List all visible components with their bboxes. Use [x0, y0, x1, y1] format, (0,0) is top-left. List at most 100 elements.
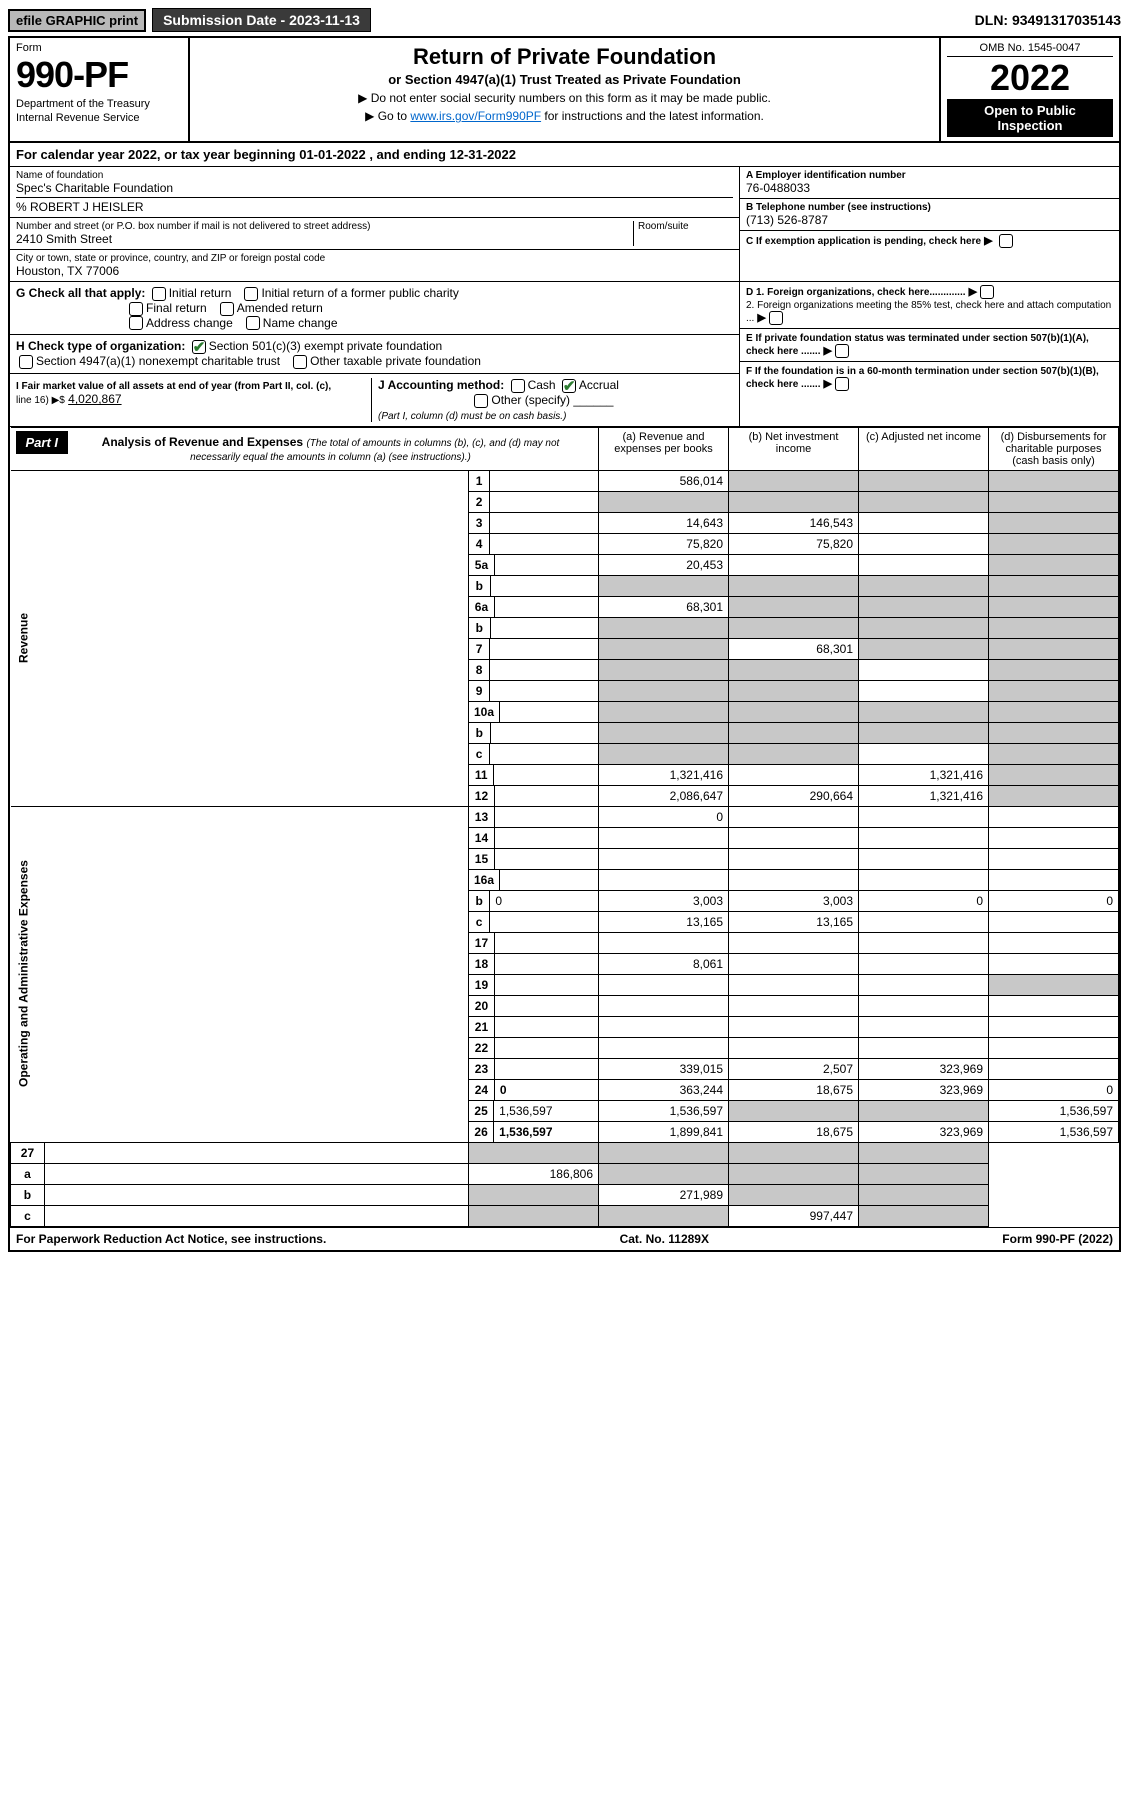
name-label: Name of foundation: [16, 170, 733, 181]
table-cell: 146,543: [729, 512, 859, 533]
table-cell: 1,321,416: [859, 785, 989, 806]
i-value: 4,020,867: [68, 392, 121, 406]
line-desc-wrap: 261,536,597: [469, 1121, 599, 1142]
g-name-checkbox[interactable]: [246, 316, 260, 330]
table-cell: [599, 743, 729, 764]
table-cell: 75,820: [729, 533, 859, 554]
line-number: 14: [469, 828, 494, 848]
table-cell: [729, 764, 859, 785]
i-label: I Fair market value of all assets at end…: [16, 381, 331, 392]
phone-value: (713) 526-8787: [746, 213, 1113, 227]
table-cell: 8,061: [599, 953, 729, 974]
f-checkbox[interactable]: [835, 377, 849, 391]
efile-print-button[interactable]: efile GRAPHIC print: [8, 9, 146, 32]
line-number: 13: [469, 807, 494, 827]
ein-value: 76-0488033: [746, 181, 1113, 195]
line-desc-wrap: b: [469, 575, 599, 596]
table-row: Revenue1586,014: [11, 470, 1119, 491]
table-cell: [859, 932, 989, 953]
table-cell: [989, 995, 1119, 1016]
dln-label: DLN: 93491317035143: [975, 12, 1121, 28]
table-cell: [859, 722, 989, 743]
e-checkbox[interactable]: [835, 344, 849, 358]
j-other-checkbox[interactable]: [474, 394, 488, 408]
g-initial-checkbox[interactable]: [152, 287, 166, 301]
table-cell: 186,806: [469, 1163, 599, 1184]
table-cell: [989, 1037, 1119, 1058]
line-number: 2: [469, 492, 490, 512]
line-desc-wrap: c: [469, 911, 599, 932]
table-cell: [989, 743, 1119, 764]
table-cell: [859, 1205, 989, 1226]
table-cell: [729, 1037, 859, 1058]
table-cell: [859, 743, 989, 764]
d2-checkbox[interactable]: [769, 311, 783, 325]
footer: For Paperwork Reduction Act Notice, see …: [10, 1227, 1119, 1250]
line-number: 1: [469, 471, 490, 491]
line-desc-wrap: 251,536,597: [469, 1100, 599, 1121]
top-bar: efile GRAPHIC print Submission Date - 20…: [8, 8, 1121, 32]
table-cell: [859, 806, 989, 827]
table-cell: [729, 869, 859, 890]
table-cell: [859, 659, 989, 680]
table-cell: 997,447: [729, 1205, 859, 1226]
g-amended-checkbox[interactable]: [220, 302, 234, 316]
table-cell: [989, 806, 1119, 827]
g-initial-former-checkbox[interactable]: [244, 287, 258, 301]
line-desc: [490, 618, 598, 638]
line-number: 22: [469, 1038, 494, 1058]
irs-link[interactable]: www.irs.gov/Form990PF: [410, 109, 541, 123]
table-cell: [989, 932, 1119, 953]
d1-checkbox[interactable]: [980, 285, 994, 299]
line-desc-wrap: b: [11, 1184, 469, 1205]
table-cell: 13,165: [729, 911, 859, 932]
table-cell: [729, 701, 859, 722]
table-cell: [859, 1184, 989, 1205]
line-desc-wrap: 13: [469, 806, 599, 827]
table-cell: 13,165: [599, 911, 729, 932]
j-cash-checkbox[interactable]: [511, 379, 525, 393]
line-number: 17: [469, 933, 494, 953]
table-cell: [859, 701, 989, 722]
c-label: C If exemption application is pending, c…: [746, 236, 981, 247]
table-cell: [989, 659, 1119, 680]
line-number: c: [11, 1206, 44, 1226]
line-number: 25: [469, 1101, 494, 1121]
line-desc-wrap: 19: [469, 974, 599, 995]
g-address-checkbox[interactable]: [129, 316, 143, 330]
tax-year: 2022: [947, 57, 1113, 99]
table-cell: [729, 974, 859, 995]
table-cell: [599, 722, 729, 743]
h-other-checkbox[interactable]: [293, 355, 307, 369]
table-cell: 68,301: [599, 596, 729, 617]
h-501c3-checkbox[interactable]: [192, 340, 206, 354]
table-cell: 339,015: [599, 1058, 729, 1079]
line-desc: [494, 954, 598, 974]
i-line: line 16) ▶$: [16, 395, 65, 406]
form-number: 990-PF: [16, 54, 182, 96]
table-cell: [859, 848, 989, 869]
line-number: b: [469, 576, 490, 596]
j-accrual-checkbox[interactable]: [562, 379, 576, 393]
table-cell: [859, 575, 989, 596]
line-number: 8: [469, 660, 490, 680]
line-desc-wrap: b0: [469, 890, 599, 911]
line-number: 27: [11, 1143, 44, 1163]
c-checkbox[interactable]: [999, 234, 1013, 248]
table-cell: 68,301: [729, 638, 859, 659]
table-cell: [989, 470, 1119, 491]
line-desc-wrap: 9: [469, 680, 599, 701]
d2-label: 2. Foreign organizations meeting the 85%…: [746, 300, 1111, 324]
table-row: c 997,447: [11, 1205, 1119, 1226]
line-number: a: [11, 1164, 44, 1184]
table-cell: [469, 1142, 599, 1163]
care-of: % ROBERT J HEISLER: [16, 197, 733, 214]
g-final-checkbox[interactable]: [129, 302, 143, 316]
table-cell: [989, 722, 1119, 743]
line-desc: [494, 807, 598, 827]
ij-row: I Fair market value of all assets at end…: [10, 374, 739, 426]
table-cell: [989, 554, 1119, 575]
table-cell: [599, 638, 729, 659]
h-4947-checkbox[interactable]: [19, 355, 33, 369]
line-desc: [490, 912, 598, 932]
